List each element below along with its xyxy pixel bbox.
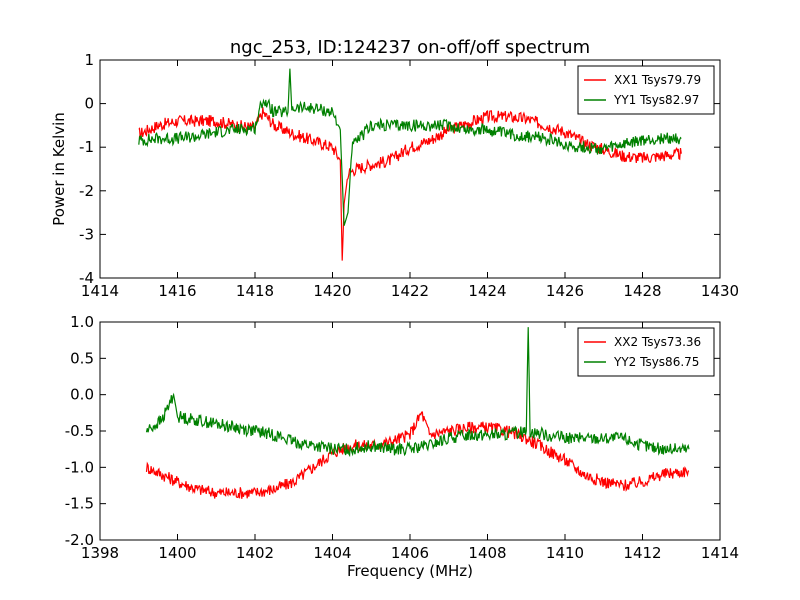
y-tick-label-0-2: -2 <box>79 182 94 200</box>
legend-box-0 <box>577 65 715 115</box>
x-tick-label-1-5: 1408 <box>468 544 506 562</box>
y-tick-label-0-3: -1 <box>79 138 94 156</box>
legend-label-1-0: XX2 Tsys73.36 <box>614 335 701 349</box>
legend-box-1 <box>577 327 715 377</box>
x-tick-label-0-7: 1428 <box>623 282 661 300</box>
x-tick-label-1-1: 1400 <box>158 544 196 562</box>
legend-label-0-0: XX1 Tsys79.79 <box>614 73 701 87</box>
legend-label-1-1: YY2 Tsys86.75 <box>613 355 699 369</box>
x-tick-label-0-4: 1422 <box>391 282 429 300</box>
y-tick-label-1-0: -2.0 <box>65 531 94 549</box>
x-axis-label-1: Frequency (MHz) <box>347 562 473 580</box>
series-line-0-1 <box>138 68 682 226</box>
y-axis-label-0: Power in Kelvin <box>50 112 68 226</box>
x-tick-label-0-0: 1414 <box>81 282 119 300</box>
x-tick-label-1-7: 1412 <box>623 544 661 562</box>
y-tick-label-1-6: 1.0 <box>70 313 94 331</box>
series-line-1-0 <box>145 411 690 499</box>
y-tick-label-1-4: 0.0 <box>70 386 94 404</box>
x-tick-label-1-6: 1410 <box>546 544 584 562</box>
bottom-subplot: 1398 1400 1402 1404 1406 1408 1410 1412 1414 -2.0… <box>65 313 739 580</box>
y-tick-label-1-1: -1.5 <box>65 495 94 513</box>
x-tick-label-1-3: 1404 <box>313 544 351 562</box>
y-tick-label-1-2: -1.0 <box>65 458 94 476</box>
y-tick-label-1-5: 0.5 <box>70 349 94 367</box>
series-line-1-1 <box>145 327 690 458</box>
legend-0: XX1 Tsys79.79 YY1 Tsys82.97 <box>577 65 715 115</box>
top-subplot: 1414 1416 1418 1420 1422 1424 1426 1428 1430 -4 -3… <box>50 51 739 300</box>
x-tick-label-0-8: 1430 <box>701 282 739 300</box>
x-tick-label-0-5: 1424 <box>468 282 506 300</box>
y-tick-label-0-4: 0 <box>84 95 94 113</box>
legend-1: XX2 Tsys73.36 YY2 Tsys86.75 <box>577 327 715 377</box>
y-tick-label-0-0: -4 <box>79 269 94 287</box>
x-tick-label-1-8: 1414 <box>701 544 739 562</box>
x-tick-label-0-6: 1426 <box>546 282 584 300</box>
y-tick-label-0-1: -3 <box>79 225 94 243</box>
figure-title: ngc_253, ID:124237 on-off/off spectrum <box>230 37 590 58</box>
x-tick-label-0-1: 1416 <box>158 282 196 300</box>
x-tick-label-0-2: 1418 <box>236 282 274 300</box>
legend-label-0-1: YY1 Tsys82.97 <box>613 93 699 107</box>
x-tick-label-1-2: 1402 <box>236 544 274 562</box>
x-tick-label-1-0: 1398 <box>81 544 119 562</box>
x-tick-label-1-4: 1406 <box>391 544 429 562</box>
y-tick-label-0-5: 1 <box>84 51 94 69</box>
y-tick-label-1-3: -0.5 <box>65 422 94 440</box>
x-tick-label-0-3: 1420 <box>313 282 351 300</box>
